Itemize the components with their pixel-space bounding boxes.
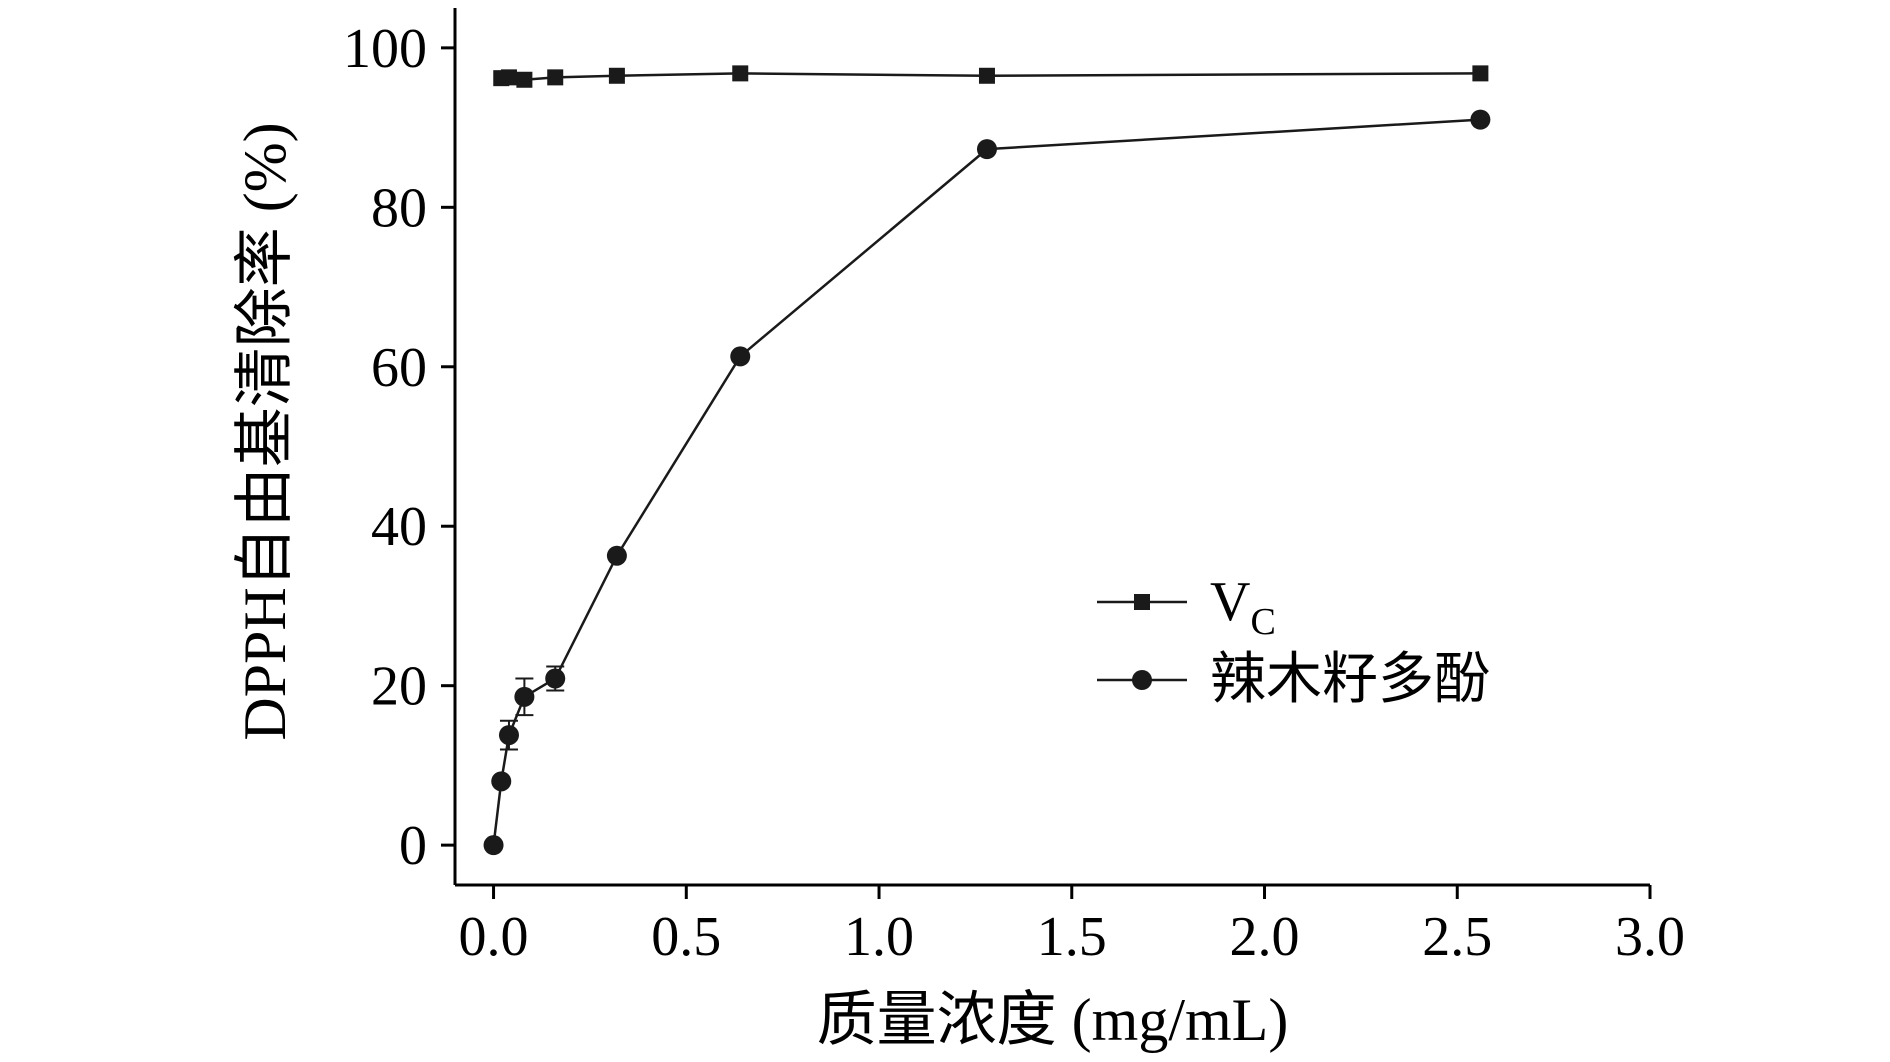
x-tick-label: 1.5 (1037, 906, 1107, 968)
legend-label-vc-main: V (1210, 571, 1250, 633)
x-tick-label: 2.0 (1230, 906, 1300, 968)
series-line-1 (492, 118, 1481, 846)
x-tick-label: 1.0 (844, 906, 914, 968)
y-tick-label: 100 (343, 18, 427, 80)
y-tick-label: 0 (399, 815, 427, 877)
legend-label-polyphenol: 辣木籽多酚 (1210, 649, 1490, 711)
y-ticks: 0 20 40 60 80 100 (343, 18, 455, 877)
legend: VC 辣木籽多酚 (1097, 571, 1490, 711)
data-point-circle (545, 668, 566, 689)
x-tick-label: 2.5 (1422, 906, 1492, 968)
y-tick-label: 20 (371, 656, 427, 718)
data-point-circle (1470, 109, 1491, 130)
data-point-circle (514, 686, 535, 707)
y-tick-label: 40 (371, 496, 427, 558)
data-point-square (547, 69, 564, 86)
data-point-square (978, 67, 995, 84)
data-point-square (516, 71, 533, 88)
data-point-square (500, 69, 517, 86)
legend-label-vc: VC (1210, 571, 1276, 643)
data-point-circle (483, 835, 504, 856)
x-tick-label: 3.0 (1615, 906, 1685, 968)
y-tick-label: 60 (371, 337, 427, 399)
data-point-circle (730, 346, 751, 367)
legend-square-marker (1134, 594, 1150, 610)
x-tick-label: 0.0 (459, 906, 529, 968)
x-ticks: 0.0 0.5 1.0 1.5 2.0 2.5 3.0 (459, 885, 1685, 968)
data-point-circle (976, 139, 997, 160)
legend-label-vc-subscript: C (1250, 601, 1275, 643)
x-axis-title: 质量浓度 (mg/mL) (817, 987, 1289, 1053)
data-point-circle (498, 725, 519, 746)
data-point-circle (606, 545, 627, 566)
y-tick-label: 80 (371, 177, 427, 239)
y-axis-title: DPPH自由基清除率 (%) (232, 122, 298, 740)
data-point-square (732, 65, 749, 82)
series-layer (483, 65, 1491, 856)
x-tick-label: 0.5 (651, 906, 721, 968)
legend-circle-marker (1132, 670, 1152, 690)
data-point-square (608, 67, 625, 84)
data-point-circle (491, 771, 512, 792)
data-point-square (1472, 65, 1489, 82)
